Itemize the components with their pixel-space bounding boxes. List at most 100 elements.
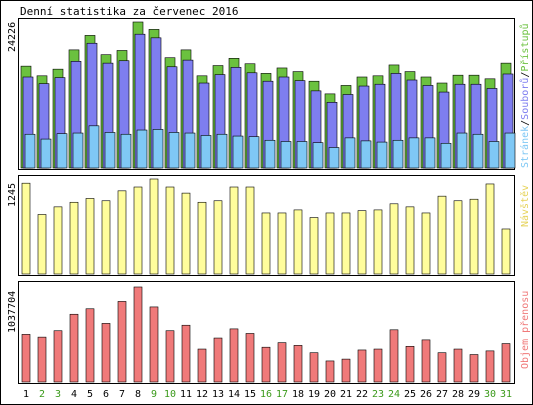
bar-pages-day-28 [456, 132, 468, 169]
x-tick-day-16: 16 [260, 389, 272, 400]
bar-visits-day-30 [485, 183, 495, 275]
bar-pages-day-12 [200, 135, 212, 169]
bar-kbytes-day-24 [389, 329, 399, 383]
x-tick-day-19: 19 [308, 389, 320, 400]
bar-pages-day-26 [424, 137, 436, 169]
panel-visits: 1245 Návštěv [7, 175, 531, 276]
panel-hits-files-pages: 24226 Stránek/Souborů/Přístupů [7, 18, 531, 170]
bar-kbytes-day-25 [405, 345, 415, 383]
x-tick-day-15: 15 [244, 389, 256, 400]
panel-kbytes: 1037704 Objem přenosu [7, 281, 531, 384]
bar-visits-day-24 [389, 203, 399, 275]
bar-pages-day-4 [72, 132, 84, 169]
x-axis-day-labels: 1 2 3 4 5 6 7 8 9 10 11 12 13 14 15 16 17 18 19 20 21 22 23 24 2… [23, 389, 512, 400]
legend-pages: Stránek [519, 126, 531, 168]
bar-pages-day-22 [360, 140, 372, 169]
x-tick-day-5: 5 [87, 389, 93, 400]
x-tick-day-21: 21 [340, 389, 352, 400]
bar-kbytes-day-29 [469, 354, 479, 383]
bar-pages-day-6 [104, 132, 116, 169]
bar-kbytes-day-9 [149, 306, 159, 383]
top-legend: Stránek/Souborů/Přístupů [519, 23, 531, 168]
x-tick-day-29: 29 [468, 389, 480, 400]
bar-kbytes-day-1 [21, 334, 31, 383]
x-tick-day-31: 31 [500, 389, 512, 400]
bottom-bars [21, 286, 511, 383]
x-tick-day-30: 30 [484, 389, 496, 400]
x-tick-day-10: 10 [164, 389, 176, 400]
bar-pages-day-7 [120, 133, 132, 169]
top-bars [20, 21, 516, 169]
bar-visits-day-15 [245, 186, 255, 275]
bar-visits-day-9 [149, 178, 159, 275]
bar-visits-day-3 [53, 206, 63, 275]
bar-kbytes-day-5 [85, 308, 95, 383]
bar-pages-day-20 [328, 147, 340, 169]
legend-sep-1: / [520, 120, 531, 126]
bar-kbytes-day-27 [437, 352, 447, 383]
legend-sep-2: / [520, 72, 531, 78]
bar-kbytes-day-16 [261, 346, 271, 383]
bar-visits-day-8 [133, 186, 143, 275]
x-tick-day-18: 18 [292, 389, 304, 400]
legend-kbytes: Objem přenosu [519, 291, 531, 369]
top-ymax-label: 24226 [7, 22, 18, 52]
bar-kbytes-day-18 [293, 345, 303, 383]
bar-visits-day-13 [213, 200, 223, 275]
bar-visits-day-1 [21, 182, 31, 275]
x-tick-day-12: 12 [196, 389, 208, 400]
bar-visits-day-14 [229, 186, 239, 275]
bar-visits-day-2 [37, 214, 47, 275]
legend-hits: Přístupů [519, 23, 531, 71]
bar-pages-day-13 [216, 133, 228, 169]
x-tick-day-9: 9 [151, 389, 157, 400]
x-tick-day-25: 25 [404, 389, 416, 400]
bar-pages-day-29 [472, 133, 484, 169]
x-tick-day-27: 27 [436, 389, 448, 400]
bar-pages-day-23 [376, 141, 388, 169]
middle-ymax-label: 1245 [7, 183, 18, 207]
bar-visits-day-26 [421, 212, 431, 275]
x-tick-day-23: 23 [372, 389, 384, 400]
bar-pages-day-15 [248, 136, 260, 169]
bar-visits-day-4 [69, 201, 79, 275]
x-tick-day-3: 3 [55, 389, 61, 400]
bar-kbytes-day-26 [421, 339, 431, 383]
bar-visits-day-29 [469, 198, 479, 275]
bar-visits-day-7 [117, 190, 127, 275]
bar-visits-day-20 [325, 212, 335, 275]
bar-pages-day-9 [152, 129, 164, 169]
middle-legend: Návštěv [519, 185, 531, 227]
bar-pages-day-18 [296, 141, 308, 169]
bar-visits-day-5 [85, 198, 95, 275]
bar-kbytes-day-8 [133, 286, 143, 383]
bar-kbytes-day-31 [501, 343, 511, 383]
x-tick-day-7: 7 [119, 389, 125, 400]
bar-visits-day-23 [373, 209, 383, 275]
bar-kbytes-day-11 [181, 324, 191, 383]
x-tick-day-22: 22 [356, 389, 368, 400]
bar-kbytes-day-28 [453, 348, 463, 383]
bar-visits-day-27 [437, 195, 447, 275]
bar-visits-day-17 [277, 212, 287, 275]
x-tick-day-17: 17 [276, 389, 288, 400]
bar-visits-day-12 [197, 201, 207, 275]
bar-pages-day-21 [344, 137, 356, 169]
bar-pages-day-19 [312, 142, 324, 169]
bar-kbytes-day-19 [309, 352, 319, 383]
bar-pages-day-30 [488, 141, 500, 169]
bar-visits-day-6 [101, 200, 111, 275]
bar-kbytes-day-23 [373, 348, 383, 383]
x-tick-day-13: 13 [212, 389, 224, 400]
bar-pages-day-24 [392, 139, 404, 169]
bar-kbytes-day-10 [165, 330, 175, 383]
bar-visits-day-19 [309, 217, 319, 275]
bar-pages-day-1 [24, 133, 36, 169]
middle-bars [21, 178, 511, 275]
bar-kbytes-day-22 [357, 349, 367, 383]
bar-visits-day-22 [357, 210, 367, 275]
bar-pages-day-17 [280, 141, 292, 169]
bar-kbytes-day-13 [213, 337, 223, 383]
bar-visits-day-28 [453, 200, 463, 275]
bar-pages-day-10 [168, 132, 180, 169]
